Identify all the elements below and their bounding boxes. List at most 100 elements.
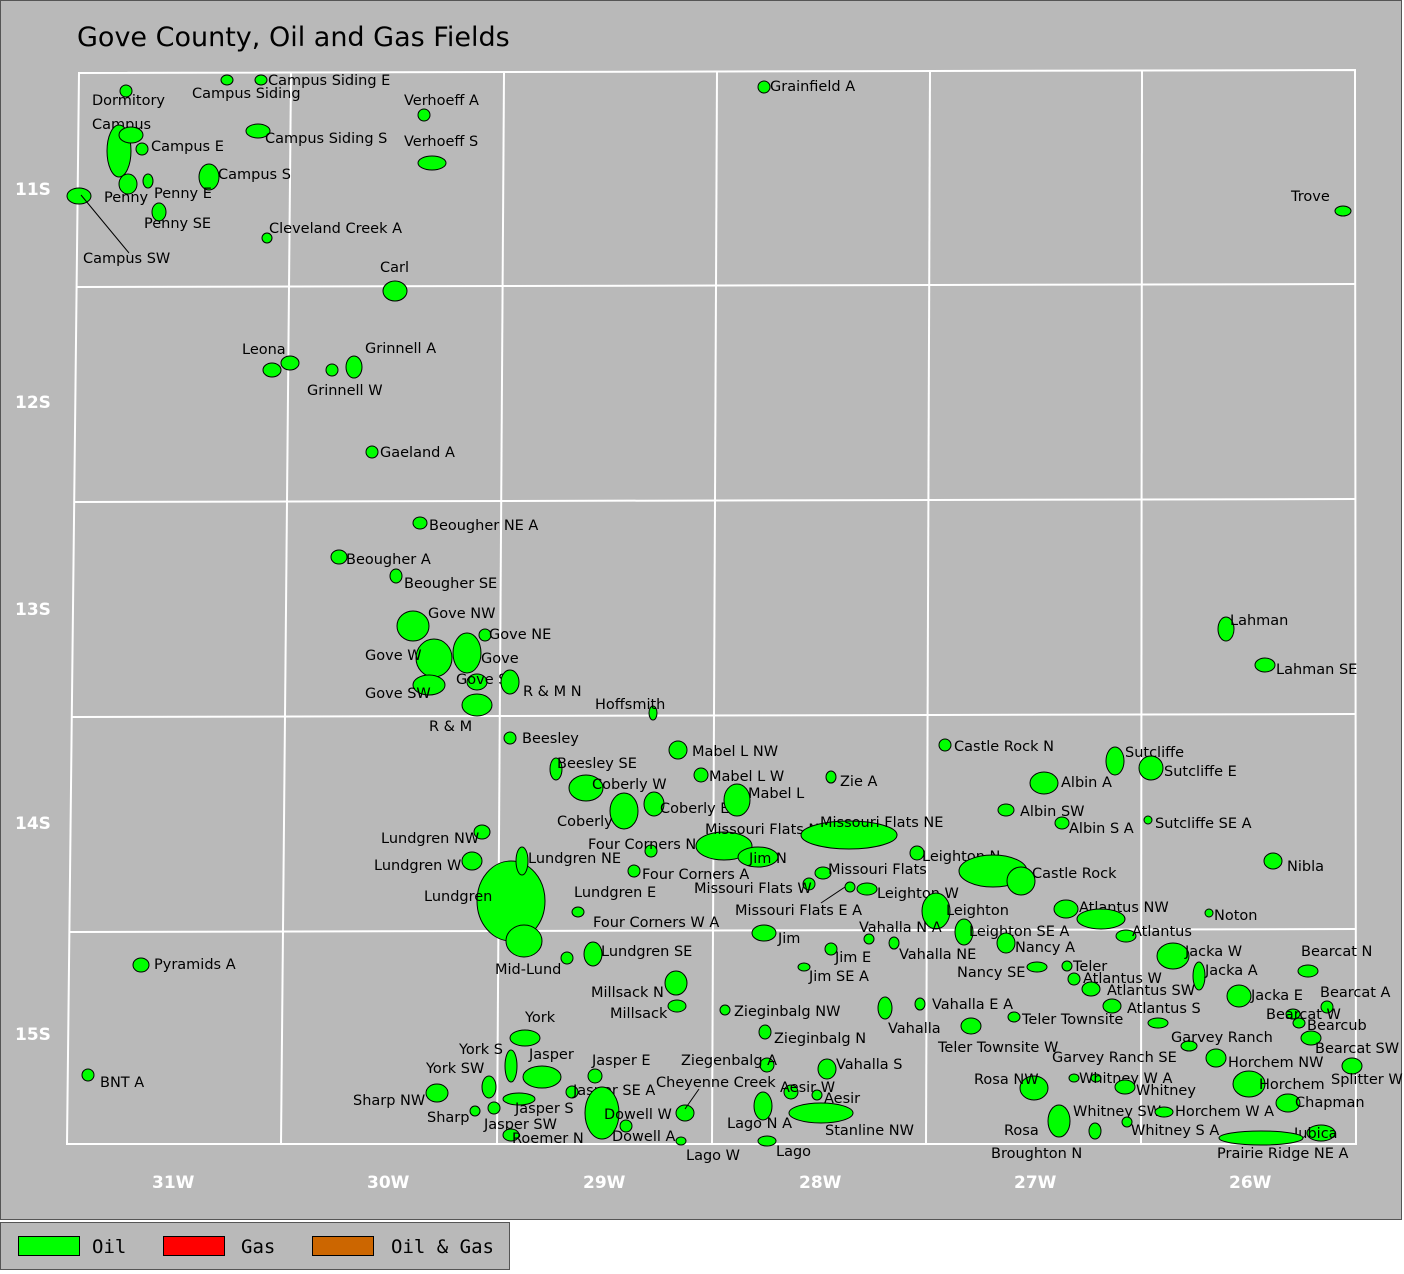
- field-rosa: Rosa: [1004, 1104, 1071, 1139]
- field-lahman: Lahman: [1217, 613, 1288, 642]
- field-gove-w: Gove W: [365, 638, 453, 678]
- field-polygon: [466, 673, 488, 691]
- field-polygon: [412, 674, 446, 696]
- field-campus-e: Campus E: [106, 124, 224, 178]
- field-polygon: [1204, 908, 1214, 918]
- field-polygon: [325, 363, 339, 377]
- field-hoffsmith: Hoffsmith: [595, 697, 665, 721]
- field-polygon: [888, 936, 900, 950]
- map-canvas: Gove County, Oil and Gas Fields 11S 12S 13…: [15, 22, 1403, 1193]
- field-garvey-ranch: Garvey Ranch: [1171, 1030, 1273, 1052]
- field-polygon: [609, 792, 639, 830]
- field-polygon: [1147, 1017, 1169, 1029]
- field-label: Jacka E: [1250, 988, 1303, 1004]
- field-coberly-e: Coberly E: [643, 791, 729, 817]
- field-label: Missouri Flats NE: [820, 815, 943, 831]
- field-polygon: [1115, 929, 1137, 943]
- field-vahalla-e-a: Vahalla E A: [914, 997, 1013, 1013]
- field-label: Grinnell A: [365, 341, 436, 357]
- township-label: 14S: [15, 814, 51, 834]
- field-horchem-nw: Horchem NW: [1205, 1048, 1323, 1071]
- range-label: 27W: [1014, 1173, 1057, 1193]
- field-polygon: [1192, 961, 1206, 991]
- field-mid-lund: Mid-Lund: [495, 962, 561, 978]
- field-beougher-a: Beougher A: [330, 549, 431, 568]
- field-carl: Carl: [380, 260, 409, 302]
- field-label: Jacka W: [1184, 944, 1242, 960]
- field-polygon: [1254, 657, 1276, 673]
- field-polygon: [1263, 852, 1283, 870]
- field-polygon: [478, 628, 492, 642]
- field-zie-a: Zie A: [825, 770, 877, 790]
- field-four-corners-a: Four Corners A: [627, 864, 749, 883]
- field-polygon: [1067, 972, 1081, 986]
- field-four-corners-n: Four Corners N: [588, 837, 696, 858]
- field-polygon: [504, 1049, 518, 1083]
- field-label: Four Corners N: [588, 837, 696, 853]
- field-polygon: [863, 933, 875, 945]
- field-polygon: [1047, 1104, 1071, 1138]
- field-castle-rock: Castle Rock: [958, 854, 1117, 896]
- map-panel: Gove County, Oil and Gas Fields 11S 12S 13…: [0, 0, 1403, 1220]
- field-missouri-flats-w: Missouri Flats W: [694, 877, 816, 897]
- field-lago: Lago: [757, 1135, 811, 1160]
- field-leighton: Leighton: [921, 892, 1009, 930]
- field-polygon: [627, 864, 641, 878]
- field-bearcat-w: Bearcat W: [1266, 1007, 1341, 1023]
- field-albin-sw: Albin SW: [997, 803, 1085, 820]
- field-label: Jacka A: [1204, 963, 1258, 979]
- field-bearcub: Bearcub: [1292, 1017, 1367, 1034]
- field-polygon: [664, 970, 688, 996]
- field-polygon: [220, 74, 234, 86]
- field-polygon: [245, 123, 271, 139]
- field-jim-n: Jim N: [737, 846, 787, 868]
- field-missouri-flats: Missouri Flats: [814, 862, 927, 880]
- leader-line: [820, 886, 846, 904]
- field-vahalla-n-a: Vahalla N A: [859, 920, 942, 945]
- field-penny-e: Penny E: [142, 173, 212, 202]
- grid-line-township: [76, 283, 1357, 288]
- field-lago-w: Lago W: [675, 1136, 740, 1164]
- township-labels: 11S 12S 13S 14S 15S: [15, 180, 51, 1045]
- field-polygon: [954, 918, 974, 946]
- field-label: Horchem NW: [1228, 1055, 1323, 1071]
- field-label: Verhoeff A: [404, 93, 479, 109]
- field-label: Bearcub: [1307, 1018, 1367, 1034]
- field-polygon: [619, 1119, 633, 1133]
- field-sharp-nw: Sharp NW: [353, 1083, 449, 1109]
- field-polygon: [365, 445, 379, 459]
- field-label: Millsack: [610, 1006, 668, 1022]
- field-label: Zieginbalg N: [774, 1031, 866, 1047]
- field-polygon: [280, 355, 300, 371]
- grid-line-range: [711, 71, 718, 1145]
- field-beougher-ne-a: Beougher NE A: [412, 516, 538, 534]
- field-polygon: [1076, 908, 1126, 930]
- field-label: Rosa: [1004, 1123, 1039, 1139]
- field-label: Leona: [242, 342, 286, 358]
- field-label: York S: [458, 1042, 503, 1058]
- field-york-sw: York SW: [425, 1061, 497, 1099]
- field-label: Coberly: [557, 814, 613, 830]
- field-label: Jim E: [834, 950, 871, 966]
- field-jim-se-a: Jim SE A: [797, 962, 869, 985]
- field-polygon: [522, 1065, 562, 1089]
- field-label: Noton: [1214, 908, 1257, 924]
- field-polygon: [1006, 866, 1036, 896]
- legend-label-gas: Gas: [241, 1236, 276, 1258]
- field-bearcat-n: Bearcat N: [1297, 944, 1372, 978]
- field-polygon: [797, 962, 811, 972]
- field-polygon: [1121, 1116, 1133, 1128]
- field-label: Lundgren NE: [528, 851, 621, 867]
- field-label: Nibla: [1287, 859, 1324, 875]
- map-title: Gove County, Oil and Gas Fields: [77, 22, 510, 53]
- field-polygon: [417, 155, 447, 171]
- field-lundgren-ne: Lundgren NE: [515, 846, 621, 876]
- grid-line-township: [71, 713, 1357, 718]
- field-beougher-se: Beougher SE: [389, 568, 497, 592]
- field-label: Whitney S A: [1131, 1123, 1219, 1139]
- field-polygon: [262, 362, 282, 378]
- field-polygon: [695, 831, 753, 861]
- field-jim: Jim: [751, 924, 800, 947]
- field-label: Beesley: [522, 731, 579, 747]
